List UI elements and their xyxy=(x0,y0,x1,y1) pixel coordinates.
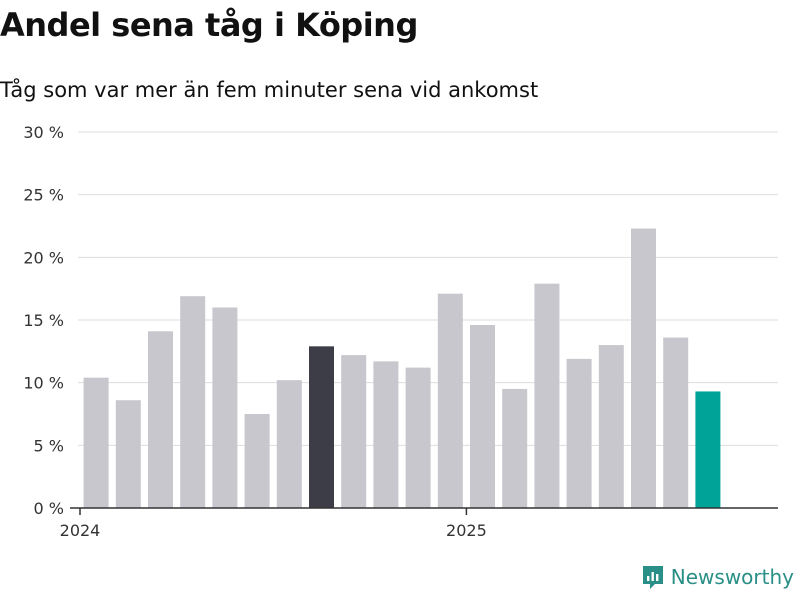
x-tick-label: 2025 xyxy=(446,521,487,540)
y-tick-label: 10 % xyxy=(23,374,64,393)
bar xyxy=(341,355,367,508)
bar xyxy=(534,283,560,508)
bar xyxy=(502,388,528,508)
bar xyxy=(373,361,399,508)
bar xyxy=(148,331,173,508)
bar xyxy=(309,346,334,508)
y-tick-label: 30 % xyxy=(23,123,64,142)
x-tick-label: 2024 xyxy=(60,521,101,540)
bar xyxy=(115,400,141,508)
y-tick-label: 15 % xyxy=(23,311,64,330)
bar xyxy=(83,377,109,508)
bar xyxy=(598,345,624,508)
chart-title: Andel sena tåg i Köping xyxy=(0,6,418,44)
bar xyxy=(470,325,495,508)
y-tick-label: 5 % xyxy=(34,436,64,455)
y-tick-label: 25 % xyxy=(23,186,64,205)
bar xyxy=(695,391,721,508)
chart-subtitle: Tåg som var mer än fem minuter sena vid … xyxy=(0,78,539,102)
bar xyxy=(566,358,592,508)
bar xyxy=(663,337,689,508)
bar xyxy=(212,307,238,508)
bar xyxy=(180,296,206,508)
bar xyxy=(276,380,302,508)
bar xyxy=(631,228,656,509)
y-tick-label: 20 % xyxy=(23,248,64,267)
bar xyxy=(437,293,463,508)
brand-logo[interactable]: Newsworthy xyxy=(641,564,794,590)
newsworthy-logo-icon xyxy=(642,566,663,589)
y-tick-label: 0 % xyxy=(34,499,64,518)
bar xyxy=(244,414,270,508)
brand-name: Newsworthy xyxy=(670,565,794,589)
bar xyxy=(405,367,431,508)
